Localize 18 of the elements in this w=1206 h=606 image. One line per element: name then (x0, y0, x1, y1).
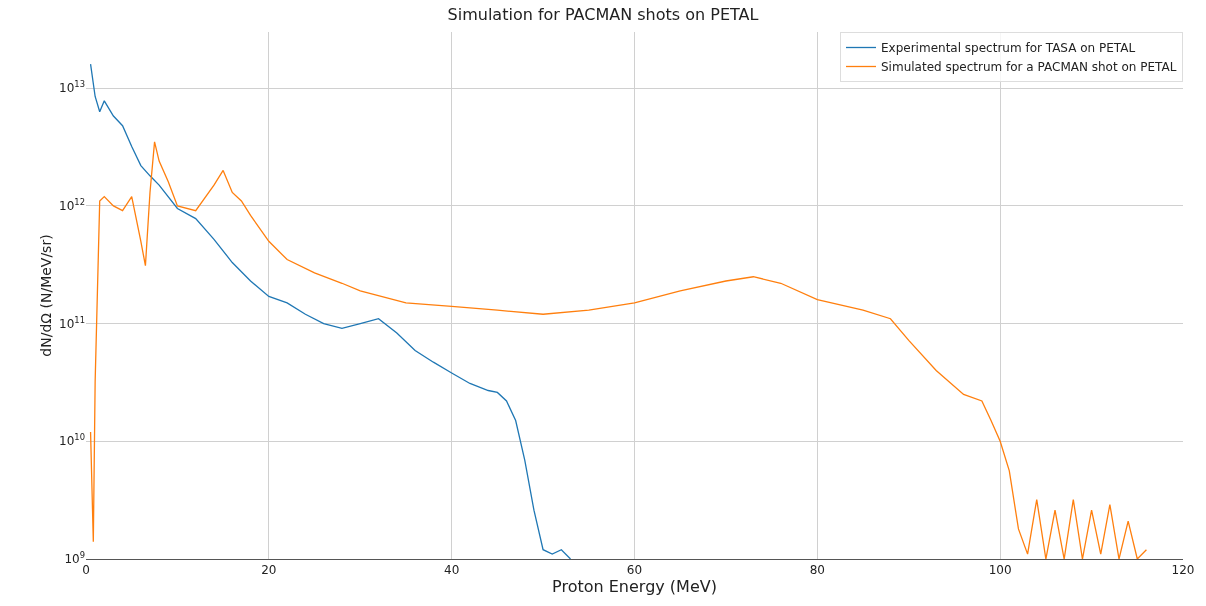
y-tick-label: 10$^{11}$ (59, 314, 85, 331)
line-series (89, 141, 1148, 559)
x-tick-label: 20 (261, 563, 277, 578)
legend-label: Experimental spectrum for TASA on PETAL (881, 41, 1136, 56)
x-tick-label: 120 (1171, 563, 1195, 578)
y-tick-label: 10$^{13}$ (59, 79, 85, 96)
x-tick-label: 100 (988, 563, 1012, 578)
y-axis-title: dN/dΩ (N/MeV/sr) (37, 234, 54, 357)
chart-title: Simulation for PACMAN shots on PETAL (447, 5, 759, 25)
line-series (89, 63, 572, 559)
x-tick-label: 60 (626, 563, 643, 578)
x-tick-label: 80 (809, 563, 825, 578)
y-tick-label: 10$^{12}$ (59, 197, 85, 214)
legend-label: Simulated spectrum for a PACMAN shot on PETAL (881, 60, 1177, 75)
x-tick-label: 40 (444, 563, 460, 578)
x-tick-label: 0 (82, 563, 90, 578)
x-axis-title: Proton Energy (MeV) (552, 577, 717, 597)
y-tick-label: 10$^{10}$ (59, 432, 85, 449)
